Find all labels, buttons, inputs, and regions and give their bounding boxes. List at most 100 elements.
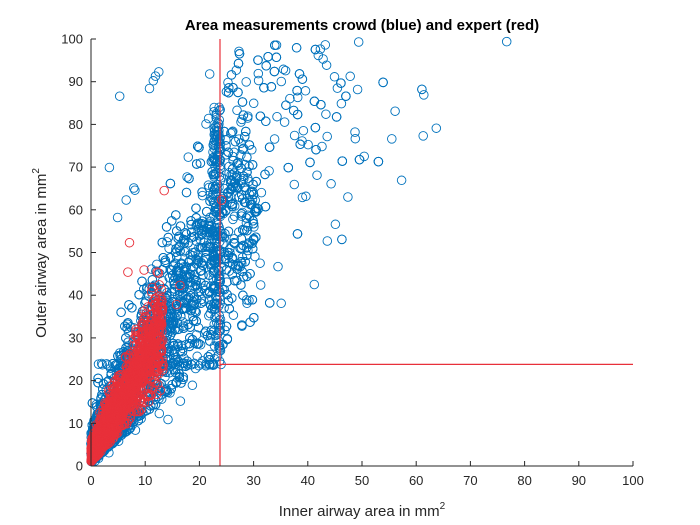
- crowd-point: [230, 136, 241, 147]
- crowd-point: [297, 74, 308, 84]
- crowd-point: [209, 255, 219, 265]
- crowd-point: [295, 139, 305, 150]
- crowd-point: [212, 351, 223, 362]
- crowd-point: [253, 55, 263, 65]
- crowd-point: [313, 50, 324, 61]
- crowd-point: [183, 238, 193, 248]
- crowd-point: [211, 205, 222, 216]
- crowd-point: [183, 152, 194, 162]
- crowd-point: [229, 168, 240, 178]
- crowd-point: [263, 51, 273, 62]
- crowd-point: [183, 257, 194, 268]
- crowd-point: [239, 182, 250, 192]
- crowd-point: [194, 142, 204, 153]
- crowd-point: [189, 299, 199, 309]
- crowd-point: [191, 159, 202, 169]
- crowd-point: [283, 162, 294, 173]
- crowd-point: [184, 341, 195, 352]
- crowd-point: [229, 275, 240, 286]
- crowd-point: [278, 64, 289, 75]
- crowd-point: [208, 147, 218, 157]
- crowd-point: [269, 66, 280, 77]
- crowd-point: [242, 298, 252, 309]
- crowd-point: [175, 396, 186, 406]
- crowd-point: [197, 283, 208, 294]
- crowd-point: [264, 142, 275, 152]
- crowd-point: [297, 192, 308, 203]
- crowd-point: [213, 319, 224, 330]
- crowd-point: [281, 100, 291, 110]
- crowd-point: [233, 157, 243, 168]
- crowd-point: [269, 134, 280, 144]
- crowd-point: [177, 304, 187, 314]
- crowd-point: [174, 231, 184, 242]
- crowd-point: [350, 127, 360, 137]
- crowd-point: [264, 298, 275, 308]
- crowd-point: [220, 325, 230, 335]
- crowd-point: [156, 378, 166, 389]
- crowd-point: [226, 183, 237, 194]
- crowd-point: [203, 113, 214, 124]
- crowd-point: [209, 106, 219, 117]
- crowd-point: [345, 71, 355, 82]
- crowd-point: [238, 272, 249, 282]
- crowd-point: [179, 358, 189, 368]
- crowd-point: [251, 176, 261, 187]
- crowd-point: [312, 170, 322, 180]
- crowd-point: [248, 216, 258, 226]
- crowd-point: [214, 273, 225, 284]
- crowd-point: [121, 333, 131, 343]
- crowd-point: [167, 270, 178, 281]
- crowd-point: [160, 385, 171, 395]
- crowd-point: [214, 115, 225, 125]
- crowd-point: [224, 303, 235, 314]
- crowd-point: [197, 190, 208, 201]
- crowd-point: [387, 134, 397, 144]
- crowd-point: [311, 144, 321, 155]
- crowd-point: [173, 341, 183, 352]
- crowd-point: [168, 320, 178, 330]
- expert-point: [153, 268, 164, 278]
- crowd-point: [223, 77, 233, 88]
- crowd-point: [241, 198, 251, 208]
- crowd-point: [255, 258, 265, 268]
- crowd-point: [182, 359, 193, 369]
- crowd-point: [236, 117, 246, 127]
- crowd-point: [223, 296, 234, 306]
- crowd-point: [111, 360, 121, 370]
- crowd-point: [196, 265, 206, 276]
- crowd-point: [160, 255, 171, 266]
- crowd-point: [212, 204, 223, 215]
- crowd-point: [201, 326, 211, 337]
- crowd-point: [214, 287, 225, 298]
- crowd-point: [141, 296, 151, 306]
- crowd-point: [241, 77, 251, 87]
- crowd-point: [120, 321, 130, 332]
- crowd-point: [331, 112, 342, 122]
- crowd-point: [247, 145, 257, 155]
- crowd-point: [227, 199, 238, 209]
- crowd-point: [353, 37, 364, 47]
- crowd-point: [126, 412, 137, 423]
- crowd-point: [242, 250, 252, 261]
- crowd-point: [148, 76, 159, 86]
- crowd-point: [390, 106, 400, 116]
- crowd-point: [501, 36, 512, 47]
- crowd-point: [122, 323, 132, 334]
- crowd-point: [186, 360, 197, 370]
- crowd-point: [280, 65, 291, 76]
- crowd-point: [211, 134, 222, 145]
- crowd-point: [317, 141, 327, 152]
- expert-point: [152, 267, 162, 277]
- crowd-point: [242, 152, 252, 163]
- crowd-point: [147, 275, 158, 285]
- crowd-point: [350, 133, 361, 144]
- crowd-point: [226, 128, 236, 138]
- crowd-point: [181, 262, 191, 272]
- crowd-point: [134, 289, 144, 300]
- crowd-point: [184, 173, 194, 184]
- crowd-point: [171, 210, 181, 220]
- crowd-point: [187, 380, 198, 391]
